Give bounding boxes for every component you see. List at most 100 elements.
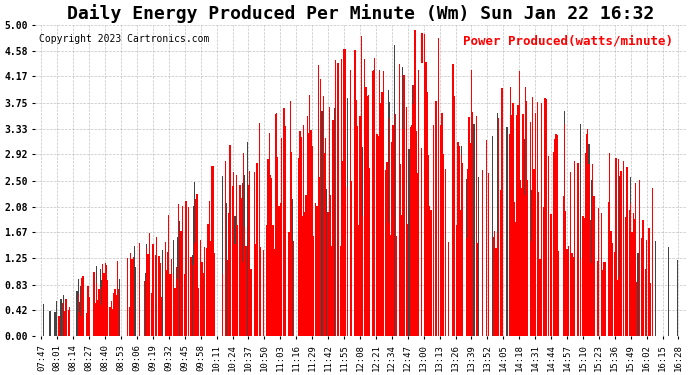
Bar — [146, 248, 148, 336]
Bar — [399, 63, 400, 336]
Bar — [288, 232, 290, 336]
Bar — [155, 255, 156, 336]
Bar — [639, 180, 640, 336]
Bar — [526, 110, 527, 336]
Bar — [593, 196, 595, 336]
Bar — [636, 282, 638, 336]
Bar — [304, 212, 306, 336]
Bar — [179, 221, 181, 336]
Bar — [68, 310, 69, 336]
Bar — [540, 259, 541, 336]
Bar — [482, 171, 483, 336]
Bar — [415, 130, 417, 336]
Bar — [358, 225, 359, 336]
Bar — [334, 108, 335, 336]
Bar — [631, 232, 633, 336]
Bar — [104, 264, 106, 336]
Bar — [86, 313, 88, 336]
Bar — [350, 70, 351, 336]
Bar — [339, 246, 341, 336]
Bar — [224, 161, 226, 336]
Bar — [323, 96, 324, 336]
Bar — [195, 200, 197, 336]
Bar — [99, 287, 101, 336]
Bar — [428, 155, 429, 336]
Bar — [377, 136, 379, 336]
Bar — [564, 111, 565, 336]
Bar — [270, 175, 271, 336]
Bar — [317, 65, 319, 336]
Bar — [117, 261, 118, 336]
Bar — [445, 168, 446, 336]
Bar — [385, 170, 386, 336]
Bar — [568, 246, 569, 336]
Bar — [298, 158, 299, 336]
Bar — [527, 180, 529, 336]
Bar — [407, 224, 408, 336]
Bar — [555, 134, 557, 336]
Bar — [466, 178, 467, 336]
Bar — [510, 165, 511, 336]
Bar — [400, 164, 401, 336]
Bar — [394, 45, 395, 336]
Bar — [233, 172, 235, 336]
Bar — [173, 274, 175, 336]
Bar — [206, 248, 208, 336]
Bar — [502, 88, 503, 336]
Bar — [411, 125, 412, 336]
Bar — [424, 34, 426, 336]
Bar — [326, 189, 328, 336]
Bar — [193, 266, 194, 336]
Bar — [408, 149, 410, 336]
Bar — [472, 112, 473, 336]
Bar — [144, 281, 145, 336]
Bar — [146, 243, 148, 336]
Bar — [417, 172, 418, 336]
Bar — [563, 196, 564, 336]
Bar — [402, 68, 404, 336]
Bar — [591, 180, 592, 336]
Bar — [284, 148, 286, 336]
Bar — [80, 316, 81, 336]
Bar — [495, 248, 497, 336]
Bar — [244, 175, 246, 336]
Bar — [493, 237, 494, 336]
Bar — [208, 201, 210, 336]
Bar — [635, 183, 636, 336]
Bar — [259, 123, 260, 336]
Bar — [63, 295, 64, 336]
Bar — [564, 124, 565, 336]
Bar — [521, 188, 522, 336]
Bar — [214, 252, 215, 336]
Bar — [350, 152, 351, 336]
Bar — [558, 251, 559, 336]
Bar — [222, 274, 224, 336]
Bar — [548, 156, 549, 336]
Bar — [379, 70, 380, 336]
Bar — [241, 183, 243, 336]
Bar — [232, 225, 233, 336]
Bar — [509, 134, 510, 336]
Bar — [101, 305, 102, 336]
Bar — [580, 259, 581, 336]
Bar — [511, 115, 513, 336]
Bar — [290, 152, 292, 336]
Bar — [502, 194, 503, 336]
Bar — [302, 216, 303, 336]
Bar — [655, 242, 656, 336]
Bar — [299, 131, 301, 336]
Bar — [494, 231, 495, 336]
Bar — [633, 213, 634, 336]
Bar — [184, 274, 186, 336]
Bar — [513, 102, 514, 336]
Bar — [644, 269, 646, 336]
Bar — [239, 185, 241, 336]
Bar — [538, 192, 540, 336]
Bar — [193, 206, 194, 336]
Bar — [530, 122, 531, 336]
Bar — [266, 225, 268, 336]
Bar — [472, 112, 473, 336]
Bar — [454, 97, 455, 336]
Bar — [627, 167, 628, 336]
Bar — [95, 303, 96, 336]
